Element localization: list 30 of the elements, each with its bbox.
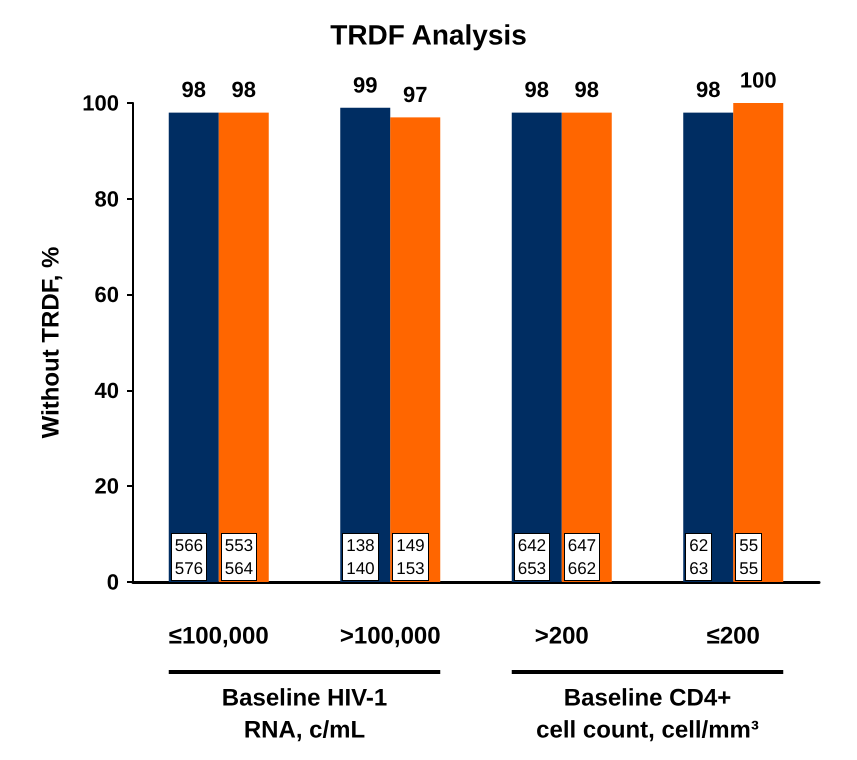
y-tick-label: 0 (106, 570, 119, 594)
annotation: 647 662 (564, 533, 600, 581)
x-tick-label: ≤200 (706, 622, 760, 650)
data-label: 97 (403, 82, 428, 107)
data-label: 98 (696, 77, 720, 102)
text: Baseline HIV-1 RNA, c/mL (222, 684, 388, 744)
annotation: 553 564 (220, 533, 258, 581)
x-tick-label: >200 (534, 622, 589, 650)
annotation: 566 576 (170, 533, 208, 581)
y-tick-label: 100 (82, 90, 119, 116)
data-label: 98 (182, 77, 206, 102)
data-label: 98 (524, 77, 549, 102)
y-tick-label: 40 (94, 378, 119, 403)
y-tick-label: 20 (94, 474, 119, 499)
annotation: 642 653 (514, 533, 550, 581)
x-tick-label: >100,000 (340, 622, 441, 650)
data-label: 98 (574, 77, 599, 102)
annotation: 62 63 (685, 533, 712, 581)
y-axis-title: Without TRDF, % (38, 246, 64, 438)
y-tick-label: 80 (94, 186, 119, 212)
data-label: 98 (232, 77, 256, 102)
data-label: 99 (353, 72, 378, 98)
data-label: 100 (740, 68, 777, 92)
x-tick-label: ≤100,000 (168, 622, 269, 650)
annotation: 138 140 (342, 533, 379, 581)
annotation: 55 55 (735, 533, 762, 581)
chart-title: TRDF Analysis (330, 20, 527, 50)
annotation: 149 153 (392, 533, 429, 581)
text: Baseline CD4+ cell count, cell/mm³ (536, 684, 759, 744)
y-tick-label: 60 (94, 282, 119, 308)
